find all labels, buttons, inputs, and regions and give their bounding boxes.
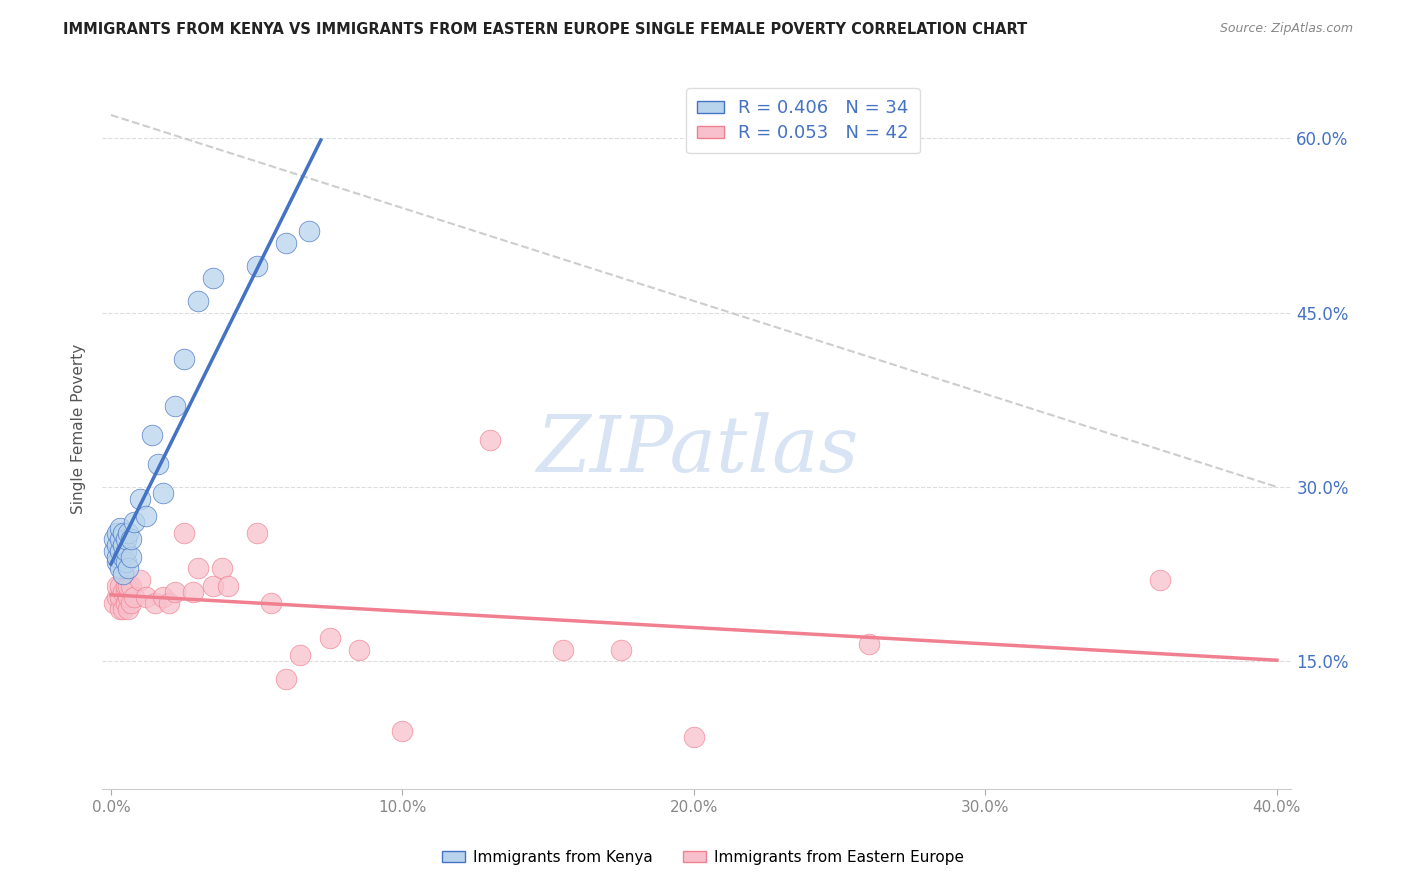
Point	[111, 526, 134, 541]
Legend: R = 0.406   N = 34, R = 0.053   N = 42: R = 0.406 N = 34, R = 0.053 N = 42	[686, 88, 920, 153]
Point	[173, 352, 195, 367]
Point	[103, 544, 125, 558]
Point	[165, 399, 187, 413]
Point	[141, 427, 163, 442]
Point	[187, 561, 209, 575]
Point	[143, 596, 166, 610]
Point	[478, 434, 501, 448]
Point	[124, 591, 146, 605]
Point	[260, 596, 283, 610]
Point	[120, 533, 142, 547]
Point	[105, 538, 128, 552]
Point	[129, 491, 152, 506]
Point	[117, 579, 139, 593]
Point	[114, 579, 136, 593]
Point	[105, 549, 128, 564]
Point	[1149, 573, 1171, 587]
Point	[120, 596, 142, 610]
Point	[108, 533, 131, 547]
Point	[187, 293, 209, 308]
Point	[201, 579, 224, 593]
Point	[173, 526, 195, 541]
Point	[391, 724, 413, 739]
Point	[111, 538, 134, 552]
Point	[551, 642, 574, 657]
Text: ZIPatlas: ZIPatlas	[536, 412, 858, 489]
Point	[108, 602, 131, 616]
Point	[111, 602, 134, 616]
Point	[108, 521, 131, 535]
Point	[201, 270, 224, 285]
Y-axis label: Single Female Poverty: Single Female Poverty	[72, 343, 86, 514]
Point	[298, 224, 321, 238]
Point	[347, 642, 370, 657]
Point	[105, 579, 128, 593]
Point	[114, 556, 136, 570]
Point	[157, 596, 180, 610]
Point	[117, 591, 139, 605]
Point	[114, 533, 136, 547]
Point	[103, 596, 125, 610]
Point	[105, 591, 128, 605]
Point	[114, 584, 136, 599]
Point	[858, 637, 880, 651]
Point	[274, 235, 297, 250]
Point	[146, 457, 169, 471]
Point	[217, 579, 239, 593]
Point	[108, 561, 131, 575]
Point	[108, 591, 131, 605]
Point	[108, 544, 131, 558]
Point	[105, 556, 128, 570]
Text: IMMIGRANTS FROM KENYA VS IMMIGRANTS FROM EASTERN EUROPE SINGLE FEMALE POVERTY CO: IMMIGRANTS FROM KENYA VS IMMIGRANTS FROM…	[63, 22, 1028, 37]
Point	[108, 579, 131, 593]
Point	[129, 573, 152, 587]
Point	[318, 631, 340, 645]
Legend: Immigrants from Kenya, Immigrants from Eastern Europe: Immigrants from Kenya, Immigrants from E…	[436, 844, 970, 871]
Point	[274, 672, 297, 686]
Text: Source: ZipAtlas.com: Source: ZipAtlas.com	[1219, 22, 1353, 36]
Point	[111, 584, 134, 599]
Point	[683, 730, 706, 744]
Point	[124, 515, 146, 529]
Point	[111, 567, 134, 582]
Point	[117, 526, 139, 541]
Point	[105, 526, 128, 541]
Point	[165, 584, 187, 599]
Point	[120, 579, 142, 593]
Point	[103, 533, 125, 547]
Point	[246, 526, 269, 541]
Point	[117, 602, 139, 616]
Point	[114, 544, 136, 558]
Point	[246, 259, 269, 273]
Point	[152, 485, 174, 500]
Point	[111, 549, 134, 564]
Point	[152, 591, 174, 605]
Point	[610, 642, 633, 657]
Point	[117, 561, 139, 575]
Point	[135, 591, 157, 605]
Point	[211, 561, 233, 575]
Point	[135, 508, 157, 523]
Point	[290, 648, 312, 663]
Point	[181, 584, 204, 599]
Point	[114, 596, 136, 610]
Point	[120, 549, 142, 564]
